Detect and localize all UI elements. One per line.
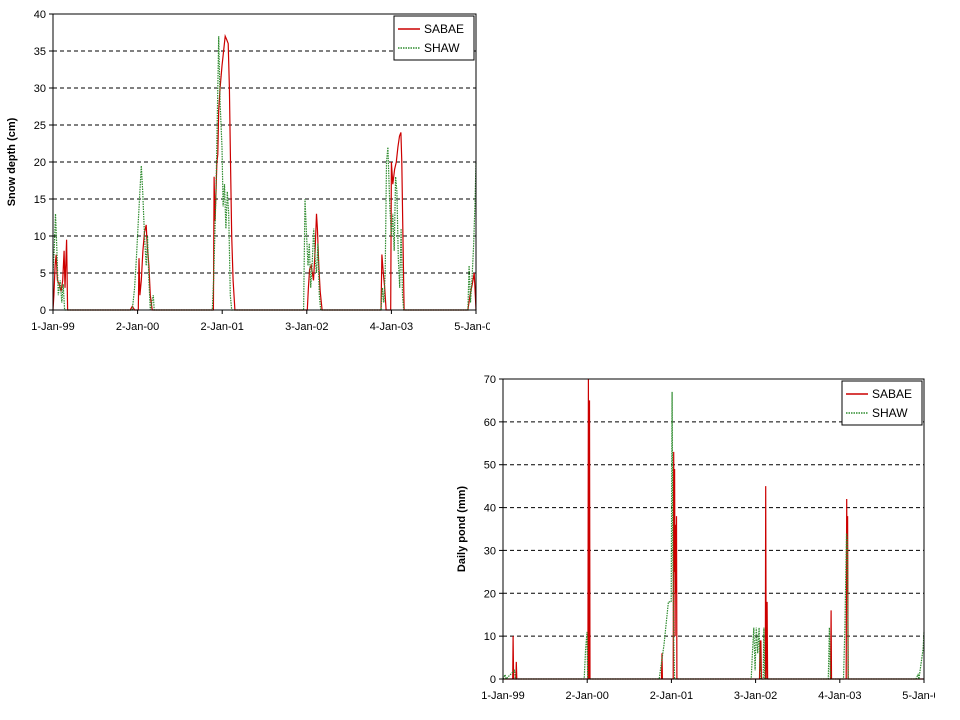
y-tick-label: 20 <box>484 588 496 600</box>
x-tick-label: 3-Jan-02 <box>285 321 328 333</box>
series-line-shaw <box>502 391 925 681</box>
x-tick-label: 1-Jan-99 <box>31 321 74 333</box>
legend-box <box>393 15 475 61</box>
x-tick-label: 4-Jan-03 <box>818 690 861 702</box>
y-tick-label: 25 <box>34 120 46 132</box>
y-axis-label: Daily pond (mm) <box>456 486 468 573</box>
y-tick-label: 10 <box>34 231 46 243</box>
x-tick-label: 5-Jan-04 <box>902 690 935 702</box>
y-tick-label: 15 <box>34 194 46 206</box>
series-line-sabae <box>52 33 477 311</box>
y-tick-label: 40 <box>484 503 496 515</box>
x-tick-label: 2-Jan-00 <box>565 690 608 702</box>
series-lines <box>52 33 477 311</box>
y-tick-label: 50 <box>484 460 496 472</box>
daily-pond-chart: 0 10 20 30 40 50 60 70 1-Jan-99 2-Jan-00 2-Jan-01… <box>445 365 946 715</box>
x-tick-label: 5-Jan-04 <box>454 321 490 333</box>
y-tick-label: 70 <box>484 374 496 386</box>
y-tick-label: 0 <box>40 305 46 317</box>
x-tick-label: 1-Jan-99 <box>481 690 524 702</box>
y-tick-label: 20 <box>34 157 46 169</box>
y-gridlines <box>503 421 924 637</box>
y-gridlines <box>53 50 476 274</box>
daily-pond-chart-svg: 0 10 20 30 40 50 60 70 1-Jan-99 2-Jan-00 2-Jan-01… <box>456 374 946 702</box>
y-tick-label: 30 <box>34 83 46 95</box>
snow-depth-chart-svg: 0 5 10 15 20 25 30 35 40 1-Jan-99 2-Jan-00 2-Jan-0… <box>6 9 498 333</box>
y-tick-label: 5 <box>40 268 46 280</box>
x-tick-label: 2-Jan-00 <box>116 321 159 333</box>
series-line-shaw <box>52 36 477 311</box>
y-ticks: 0 5 10 15 20 25 30 35 40 <box>34 9 53 317</box>
x-tick-label: 2-Jan-01 <box>650 690 693 702</box>
x-tick-label: 3-Jan-02 <box>734 690 777 702</box>
legend: SABAE SHAW <box>841 380 923 426</box>
legend-label-sabae: SABAE <box>872 387 912 401</box>
legend-label-shaw: SHAW <box>872 406 908 420</box>
legend-label-shaw: SHAW <box>424 41 460 55</box>
x-tick-label: 4-Jan-03 <box>370 321 413 333</box>
x-ticks: 1-Jan-99 2-Jan-00 2-Jan-01 3-Jan-02 4-Jan-03… <box>481 679 946 702</box>
plot-area <box>502 378 925 680</box>
y-tick-label: 30 <box>484 545 496 557</box>
y-tick-label: 0 <box>490 674 496 686</box>
y-tick-label: 10 <box>484 631 496 643</box>
y-ticks: 0 10 20 30 40 50 60 70 <box>484 374 503 686</box>
y-tick-label: 40 <box>34 9 46 21</box>
x-tick-label: 2-Jan-01 <box>200 321 243 333</box>
legend-box <box>841 380 923 426</box>
legend: SABAE SHAW <box>393 15 475 61</box>
y-tick-label: 60 <box>484 417 496 429</box>
legend-label-sabae: SABAE <box>424 22 464 36</box>
x-ticks: 1-Jan-99 2-Jan-00 2-Jan-01 3-Jan-02 4-Jan-03… <box>31 310 498 333</box>
y-axis-label: Snow depth (cm) <box>6 117 18 206</box>
y-tick-label: 35 <box>34 46 46 58</box>
snow-depth-chart: 0 5 10 15 20 25 30 35 40 1-Jan-99 2-Jan-00 2-Jan-0… <box>0 0 498 345</box>
